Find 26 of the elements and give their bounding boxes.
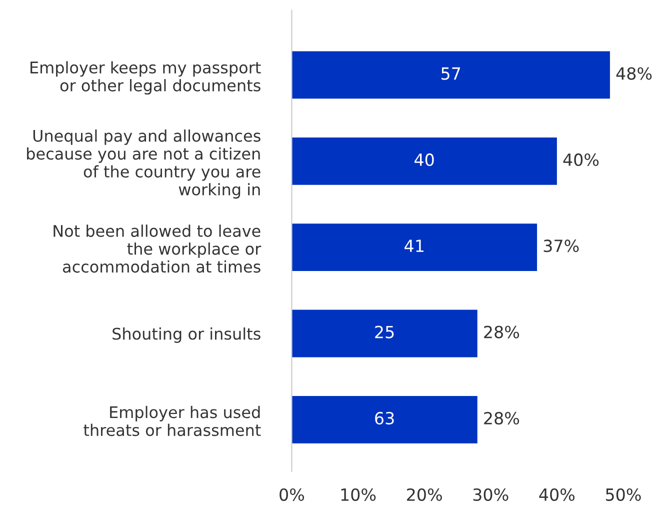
- annotation: 57: [442, 67, 460, 80]
- annotation: 41: [404, 240, 424, 252]
- y-tick-label: Employer has used threats or harassment: [84, 406, 261, 436]
- annotation: 25: [375, 326, 394, 338]
- x-tick-label: 10%: [341, 488, 376, 501]
- y-tick-label: Employer keeps my passport or other legal documents: [30, 61, 261, 95]
- bar: [292, 396, 478, 444]
- x-tick-label: 50%: [606, 488, 641, 501]
- data-label: 48%: [616, 67, 652, 80]
- annotation: 40: [414, 153, 434, 166]
- data-label: 28%: [484, 412, 520, 425]
- annotation: 63: [375, 412, 394, 425]
- data-label: 37%: [544, 240, 579, 252]
- data-label: 40%: [563, 153, 599, 166]
- bar: [292, 310, 478, 358]
- y-tick-label: Shouting or insults: [112, 327, 260, 343]
- bar: [292, 51, 610, 99]
- y-tick-label: Not been allowed to leave the workplace or accommodation at times: [54, 224, 262, 273]
- x-tick-label: 30%: [473, 488, 508, 501]
- x-tick-label: 20%: [407, 488, 442, 501]
- bar: [292, 137, 557, 185]
- x-tick-label: 40%: [539, 488, 575, 501]
- x-tick-label: 0%: [280, 488, 304, 501]
- y-tick-label: Unequal pay and allowances because you are not a citizen of the country you are working in: [27, 129, 260, 199]
- data-label: 28%: [484, 326, 520, 338]
- bar: [292, 224, 538, 272]
